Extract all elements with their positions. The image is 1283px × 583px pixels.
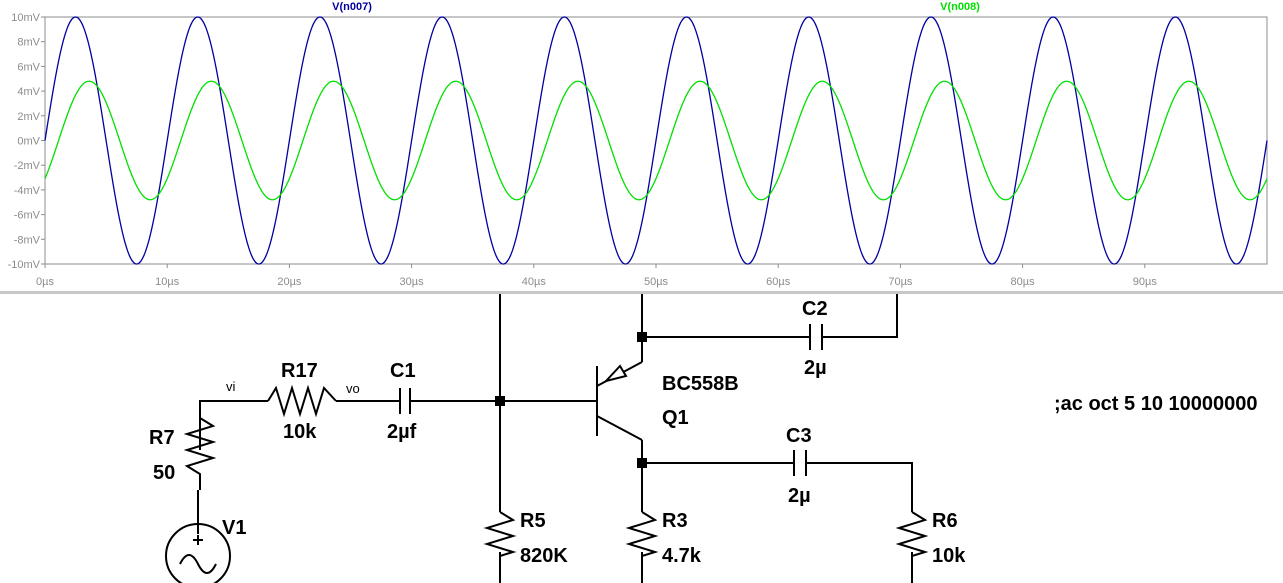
schematic-canvas[interactable]: vi vo R7 50 R17 10k C1 2µf C2 2µ C3 2µ B…: [0, 294, 1283, 583]
x-tick-label: 50µs: [644, 276, 669, 288]
c2-value[interactable]: 2µ: [804, 357, 827, 379]
r3-name[interactable]: R3: [662, 510, 688, 532]
r6-resistor-symbol[interactable]: [895, 511, 929, 557]
v1-voltage-source-symbol[interactable]: [165, 523, 231, 583]
waveform-plot-pane[interactable]: 10mV 8mV 6mV 4mV 2mV 0mV -2mV -4mV -6mV -8mV -10mV…: [0, 0, 1283, 291]
r5-name[interactable]: R5: [520, 510, 546, 532]
v1-name[interactable]: V1: [222, 517, 246, 539]
trace-label-v-n007[interactable]: V(n007): [332, 1, 372, 13]
trace-label-v-n008[interactable]: V(n008): [940, 1, 980, 13]
y-tick-label: -10mV: [8, 259, 41, 271]
x-tick-label: 90µs: [1133, 276, 1158, 288]
y-tick-label: -6mV: [14, 210, 41, 222]
c3-name[interactable]: C3: [786, 425, 812, 447]
c1-capacitor-symbol[interactable]: [399, 388, 411, 414]
waveform-chart[interactable]: 10mV 8mV 6mV 4mV 2mV 0mV -2mV -4mV -6mV -8mV -10mV…: [0, 0, 1283, 291]
x-tick-label: 0µs: [36, 276, 54, 288]
r7-value[interactable]: 50: [153, 462, 175, 484]
y-tick-label: 0mV: [17, 136, 40, 148]
c3-value[interactable]: 2µ: [788, 485, 811, 507]
x-axis-ticks: 0µs 10µs 20µs 30µs 40µs 50µs 60µs 70µs 80µs 90µs: [36, 264, 1157, 288]
r7-name[interactable]: R7: [149, 427, 175, 449]
y-tick-label: 10mV: [11, 12, 40, 24]
c3-capacitor-symbol[interactable]: [793, 450, 807, 476]
r7-resistor-symbol[interactable]: [183, 417, 217, 490]
q1-pnp-transistor-symbol[interactable]: [596, 361, 643, 441]
pane-divider[interactable]: [0, 291, 1283, 294]
y-tick-label: 2mV: [17, 111, 40, 123]
trace-vn008[interactable]: [44, 80, 1268, 201]
r5-value[interactable]: 820K: [520, 545, 568, 567]
q1-model[interactable]: BC558B: [662, 373, 739, 395]
x-tick-label: 20µs: [277, 276, 302, 288]
c1-name[interactable]: C1: [390, 360, 416, 382]
r5-resistor-symbol[interactable]: [483, 511, 517, 557]
r17-resistor-symbol[interactable]: [267, 384, 337, 418]
r3-value[interactable]: 4.7k: [662, 545, 702, 567]
r17-name[interactable]: R17: [281, 360, 318, 382]
x-tick-label: 60µs: [766, 276, 791, 288]
y-tick-label: 8mV: [17, 37, 40, 49]
x-tick-label: 70µs: [888, 276, 913, 288]
trace-lines: [44, 16, 1268, 265]
q1-name[interactable]: Q1: [662, 407, 689, 429]
c2-name[interactable]: C2: [802, 298, 828, 320]
y-tick-label: -4mV: [14, 185, 41, 197]
r17-value[interactable]: 10k: [283, 421, 317, 443]
y-tick-label: 6mV: [17, 61, 40, 73]
junction-dot: [637, 458, 647, 468]
x-tick-label: 80µs: [1011, 276, 1036, 288]
schematic-editor-pane[interactable]: vi vo R7 50 R17 10k C1 2µf C2 2µ C3 2µ B…: [0, 294, 1283, 583]
trace-vn007[interactable]: [44, 16, 1268, 265]
y-tick-label: 4mV: [17, 86, 40, 98]
x-tick-label: 30µs: [400, 276, 425, 288]
spice-directive[interactable]: ;ac oct 5 10 10000000: [1054, 393, 1258, 415]
c2-capacitor-symbol[interactable]: [809, 324, 823, 350]
junction-dot: [637, 332, 647, 342]
y-tick-label: -8mV: [14, 234, 41, 246]
junction-dot: [495, 396, 505, 406]
y-tick-label: -2mV: [14, 160, 41, 172]
wires: [197, 294, 913, 583]
net-label-vo[interactable]: vo: [346, 381, 360, 396]
r6-value[interactable]: 10k: [932, 545, 966, 567]
net-label-vi[interactable]: vi: [226, 379, 236, 394]
r3-resistor-symbol[interactable]: [625, 511, 659, 557]
r6-name[interactable]: R6: [932, 510, 958, 532]
y-axis-ticks: 10mV 8mV 6mV 4mV 2mV 0mV -2mV -4mV -6mV -8mV -10mV: [8, 12, 45, 271]
x-tick-label: 10µs: [155, 276, 180, 288]
c1-value[interactable]: 2µf: [387, 421, 417, 443]
x-tick-label: 40µs: [522, 276, 547, 288]
